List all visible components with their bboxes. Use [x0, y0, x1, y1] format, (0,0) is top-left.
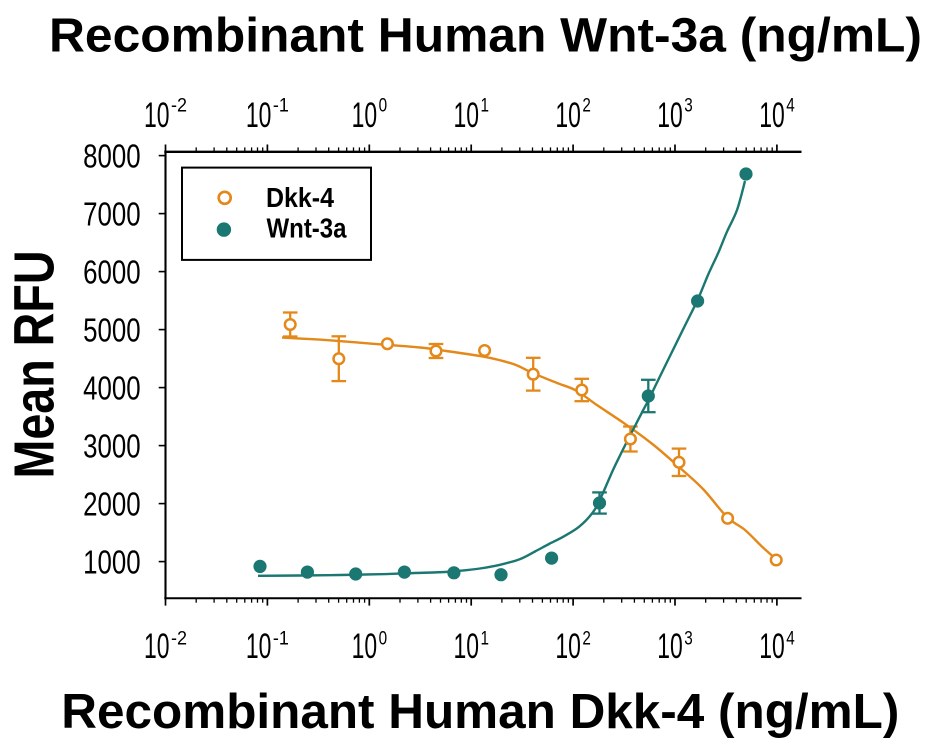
svg-text:10: 10: [246, 96, 272, 135]
svg-text:7000: 7000: [83, 197, 141, 234]
svg-text:10: 10: [555, 627, 581, 666]
svg-text:-2: -2: [171, 95, 187, 117]
svg-text:Mean RFU: Mean RFU: [3, 251, 67, 479]
svg-text:-2: -2: [171, 628, 187, 650]
svg-text:10: 10: [759, 627, 785, 666]
svg-text:Wnt-3a: Wnt-3a: [267, 212, 347, 243]
svg-text:2000: 2000: [83, 487, 141, 524]
svg-text:10: 10: [246, 627, 272, 666]
svg-text:10: 10: [657, 96, 683, 135]
svg-text:3000: 3000: [83, 429, 141, 466]
svg-text:1000: 1000: [83, 545, 141, 582]
svg-text:10: 10: [759, 96, 785, 135]
svg-text:-1: -1: [273, 95, 289, 117]
svg-text:1: 1: [481, 95, 490, 117]
svg-text:5000: 5000: [83, 313, 141, 350]
svg-text:4000: 4000: [83, 371, 141, 408]
svg-text:0: 0: [379, 95, 388, 117]
svg-text:10: 10: [454, 627, 480, 666]
svg-text:10: 10: [352, 96, 378, 135]
svg-text:4: 4: [786, 95, 795, 117]
svg-text:10: 10: [144, 96, 170, 135]
svg-text:Recombinant Human Wnt-3a (ng/m: Recombinant Human Wnt-3a (ng/mL): [49, 9, 922, 62]
svg-text:1: 1: [481, 628, 490, 650]
svg-text:6000: 6000: [83, 255, 141, 292]
svg-text:2: 2: [582, 95, 591, 117]
svg-text:2: 2: [582, 628, 591, 650]
svg-text:10: 10: [352, 627, 378, 666]
svg-text:4: 4: [786, 628, 795, 650]
svg-text:Recombinant Human Dkk-4 (ng/mL: Recombinant Human Dkk-4 (ng/mL): [61, 685, 899, 739]
svg-text:8000: 8000: [83, 139, 141, 176]
svg-text:10: 10: [144, 627, 170, 666]
svg-text:10: 10: [454, 96, 480, 135]
svg-text:3: 3: [684, 628, 693, 650]
svg-text:-1: -1: [273, 628, 289, 650]
svg-text:0: 0: [379, 628, 388, 650]
svg-text:10: 10: [657, 627, 683, 666]
svg-text:3: 3: [684, 95, 693, 117]
svg-text:Dkk-4: Dkk-4: [266, 182, 334, 213]
svg-text:10: 10: [555, 96, 581, 135]
